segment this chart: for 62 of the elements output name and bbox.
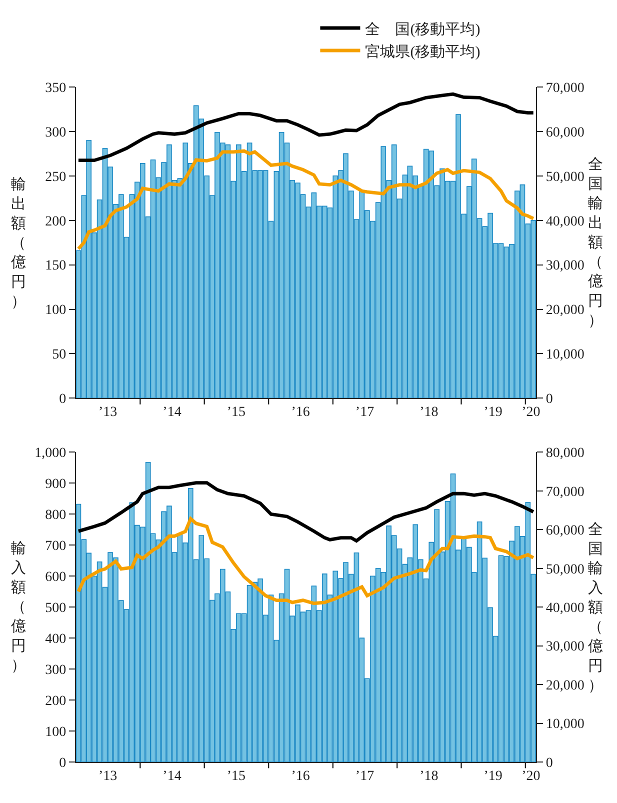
x-tick-label: ’20 <box>522 405 540 420</box>
y2-tick-label: 60,000 <box>546 125 584 140</box>
y2-tick-label: 20,000 <box>546 303 584 318</box>
y2-tick-label: 60,000 <box>546 524 584 539</box>
y2-tick-label: 10,000 <box>546 717 584 732</box>
line-series <box>76 517 536 606</box>
x-tick-label: ’15 <box>226 405 246 420</box>
y-tick-label: 800 <box>45 508 66 524</box>
y-tick-label: 900 <box>45 477 66 492</box>
y-tick-label: 1,000 <box>34 446 66 462</box>
legend-label: 全 国(移動平均) <box>365 20 480 38</box>
y-tick-label: 350 <box>45 80 66 96</box>
y2-tick-label: 40,000 <box>546 214 584 230</box>
y-tick-label: 150 <box>45 258 66 274</box>
y-axis-title: 輸入額（億円） <box>11 540 26 674</box>
y2-tick-label: 10,000 <box>546 348 584 363</box>
x-tick-label: ’16 <box>291 768 310 784</box>
y2-tick-label: 50,000 <box>546 562 584 578</box>
y2-tick-label: 70,000 <box>546 80 584 96</box>
y-axis-title: 輸出額（億円） <box>11 176 26 310</box>
text: 全国輸出額（億円） <box>588 157 603 329</box>
y-tick-label: 100 <box>45 724 66 740</box>
x-tick-label: ’13 <box>98 405 118 420</box>
text: 全国輸入額（億円） <box>588 522 603 694</box>
x-tick-label: ’13 <box>98 768 118 784</box>
x-tick-label: ’19 <box>484 405 502 420</box>
line-series <box>76 481 536 543</box>
y2-tick-label: 50,000 <box>546 170 584 185</box>
y-tick-label: 700 <box>45 539 66 554</box>
x-tick-label: ’19 <box>484 768 502 784</box>
y2-tick-label: 30,000 <box>546 258 584 274</box>
y-tick-label: 300 <box>45 662 66 678</box>
line-series <box>76 92 536 162</box>
y-tick-label: 300 <box>45 125 66 140</box>
x-tick-label: ’14 <box>162 768 182 784</box>
y2-tick-label: 70,000 <box>546 484 584 500</box>
y-tick-label: 0 <box>59 756 66 771</box>
x-tick-label: ’17 <box>355 768 374 784</box>
y2-tick-label: 0 <box>546 756 553 771</box>
legend-label: 宮城県(移動平均) <box>365 43 480 60</box>
x-tick-label: ’18 <box>420 405 438 420</box>
x-tick-label: ’18 <box>420 768 438 784</box>
y-tick-label: 200 <box>45 214 66 230</box>
y2-tick-label: 30,000 <box>546 640 584 655</box>
x-tick-label: ’16 <box>291 405 310 420</box>
x-tick-label: ’17 <box>355 405 374 420</box>
y-tick-label: 400 <box>45 632 66 647</box>
x-tick-label: ’15 <box>226 768 246 784</box>
y-tick-label: 100 <box>45 303 66 318</box>
y2-tick-label: 20,000 <box>546 678 584 694</box>
y2-tick-label: 80,000 <box>546 446 584 462</box>
y-tick-label: 50 <box>52 348 66 363</box>
y2-tick-label: 40,000 <box>546 600 584 616</box>
y-tick-label: 250 <box>45 170 66 185</box>
y-tick-label: 0 <box>59 392 66 408</box>
x-tick-label: ’14 <box>162 405 182 420</box>
y-tick-label: 200 <box>45 694 66 709</box>
y2-tick-label: 0 <box>546 392 553 408</box>
line-series <box>76 149 536 251</box>
x-tick-label: ’20 <box>522 768 540 784</box>
y-tick-label: 500 <box>45 600 66 616</box>
y-tick-label: 600 <box>45 570 66 586</box>
